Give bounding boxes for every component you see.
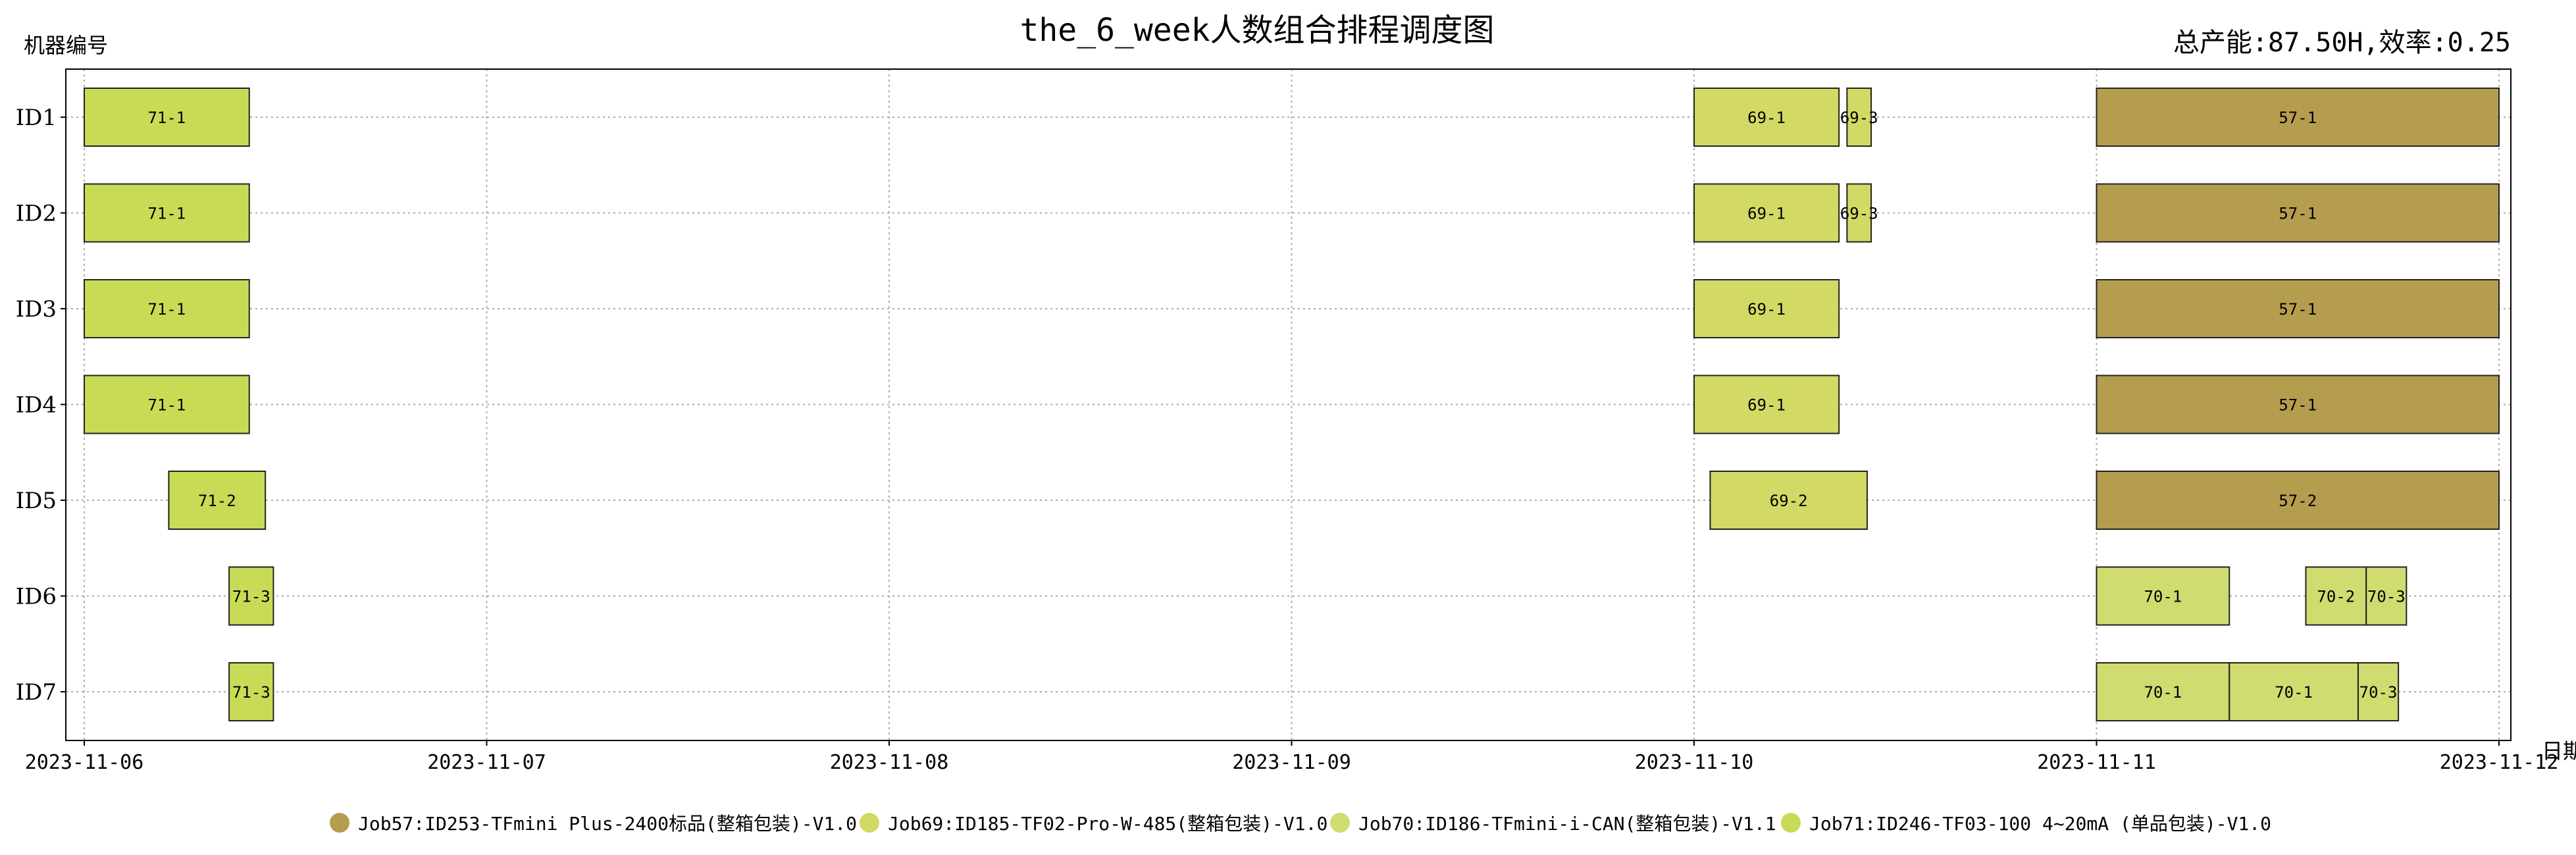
task-label: 71-1 — [147, 109, 186, 127]
task-bar — [84, 375, 250, 434]
y-tick-label: ID3 — [16, 296, 57, 323]
task-label: 69-1 — [1747, 109, 1786, 127]
task-label: 69-2 — [1770, 492, 1808, 510]
task-bar — [1846, 88, 1872, 147]
y-tick-label: ID7 — [16, 679, 57, 706]
task-bar — [1693, 88, 1840, 147]
task-bar — [228, 662, 274, 721]
grid-lines — [61, 69, 2511, 746]
task-bar — [1693, 183, 1840, 243]
legend: Job57:ID253-TFmini Plus-2400标品(整箱包装)-V1.… — [330, 813, 2271, 835]
y-tick-label: ID5 — [16, 488, 57, 514]
task-bar — [84, 279, 250, 338]
task-bar — [1709, 471, 1868, 530]
task-label: 71-1 — [147, 205, 186, 223]
task-bars: 71-1 71-1 71-1 71-1 71-2 71-3 71-3 69-1 69-3 69-1… — [84, 88, 2500, 721]
task-bar — [1846, 183, 1872, 243]
x-tick-label: 2023-11-10 — [1635, 751, 1754, 774]
task-bar — [2228, 662, 2359, 721]
legend-marker — [860, 813, 879, 833]
task-bar — [2357, 662, 2400, 721]
x-tick-label: 2023-11-06 — [25, 751, 144, 774]
task-label: 71-2 — [198, 492, 236, 510]
y-axis-label: 机器编号 — [24, 33, 108, 58]
task-label: 69-3 — [1840, 205, 1878, 223]
task-bar — [228, 566, 274, 626]
task-label: 57-1 — [2279, 205, 2317, 223]
y-tick-labels: ID1 ID2 ID3 ID4 ID5 ID6 ID7 — [16, 105, 57, 706]
task-bar — [168, 471, 267, 530]
legend-label: Job57:ID253-TFmini Plus-2400标品(整箱包装)-V1.… — [358, 813, 857, 835]
x-tick-label: 2023-11-08 — [830, 751, 949, 774]
task-label: 70-2 — [2317, 588, 2355, 606]
task-label: 71-3 — [232, 588, 270, 606]
task-label: 69-1 — [1747, 396, 1786, 415]
x-tick-label: 2023-11-12 — [2440, 751, 2559, 774]
x-axis-label: 日期 — [2542, 738, 2576, 764]
x-tick-label: 2023-11-07 — [427, 751, 546, 774]
task-bar — [1693, 279, 1840, 338]
legend-label: Job70:ID186-TFmini-i-CAN(整箱包装)-V1.1 — [1358, 813, 1776, 835]
task-label: 57-2 — [2279, 492, 2317, 510]
chart-title: the_6_week人数组合排程调度图 — [1020, 12, 1495, 49]
task-label: 69-1 — [1747, 300, 1786, 319]
task-bar — [2096, 375, 2500, 434]
legend-label: Job71:ID246-TF03-100 4~20mA (单品包装)-V1.0 — [1809, 813, 2271, 835]
task-bar — [2365, 566, 2408, 626]
task-label: 57-1 — [2279, 396, 2317, 415]
legend-marker — [330, 813, 349, 833]
task-bar — [2096, 566, 2230, 626]
task-bar — [2096, 279, 2500, 338]
y-tick-label: ID4 — [16, 392, 57, 419]
task-label: 71-1 — [147, 300, 186, 319]
task-bar — [2096, 471, 2500, 530]
summary-text: 总产能:87.50H,效率:0.25 — [2173, 28, 2511, 58]
plot-frame — [65, 68, 2512, 741]
task-label: 71-3 — [232, 683, 270, 702]
task-label: 70-3 — [2359, 683, 2398, 702]
task-label: 70-1 — [2144, 588, 2182, 606]
task-label: 69-3 — [1840, 109, 1878, 127]
x-tick-label: 2023-11-09 — [1232, 751, 1351, 774]
task-label: 71-1 — [147, 396, 186, 415]
task-label: 57-1 — [2279, 300, 2317, 319]
task-label: 70-1 — [2275, 683, 2313, 702]
task-bar — [2096, 662, 2230, 721]
x-tick-labels: 2023-11-06 2023-11-07 2023-11-08 2023-11-09… — [25, 751, 2559, 774]
x-tick-label: 2023-11-11 — [2037, 751, 2156, 774]
task-bar — [84, 183, 250, 243]
task-bar — [2096, 88, 2500, 147]
y-tick-label: ID6 — [16, 584, 57, 610]
task-label: 69-1 — [1747, 205, 1786, 223]
task-label: 57-1 — [2279, 109, 2317, 127]
y-tick-label: ID1 — [16, 105, 57, 131]
task-bar — [2096, 183, 2500, 243]
task-label: 70-1 — [2144, 683, 2182, 702]
legend-label: Job69:ID185-TF02-Pro-W-485(整箱包装)-V1.0 — [888, 813, 1327, 835]
task-bar — [84, 88, 250, 147]
legend-marker — [1330, 813, 1350, 833]
task-label: 70-3 — [2367, 588, 2406, 606]
legend-marker — [1781, 813, 1801, 833]
task-bar — [1693, 375, 1840, 434]
y-tick-label: ID2 — [16, 201, 57, 227]
